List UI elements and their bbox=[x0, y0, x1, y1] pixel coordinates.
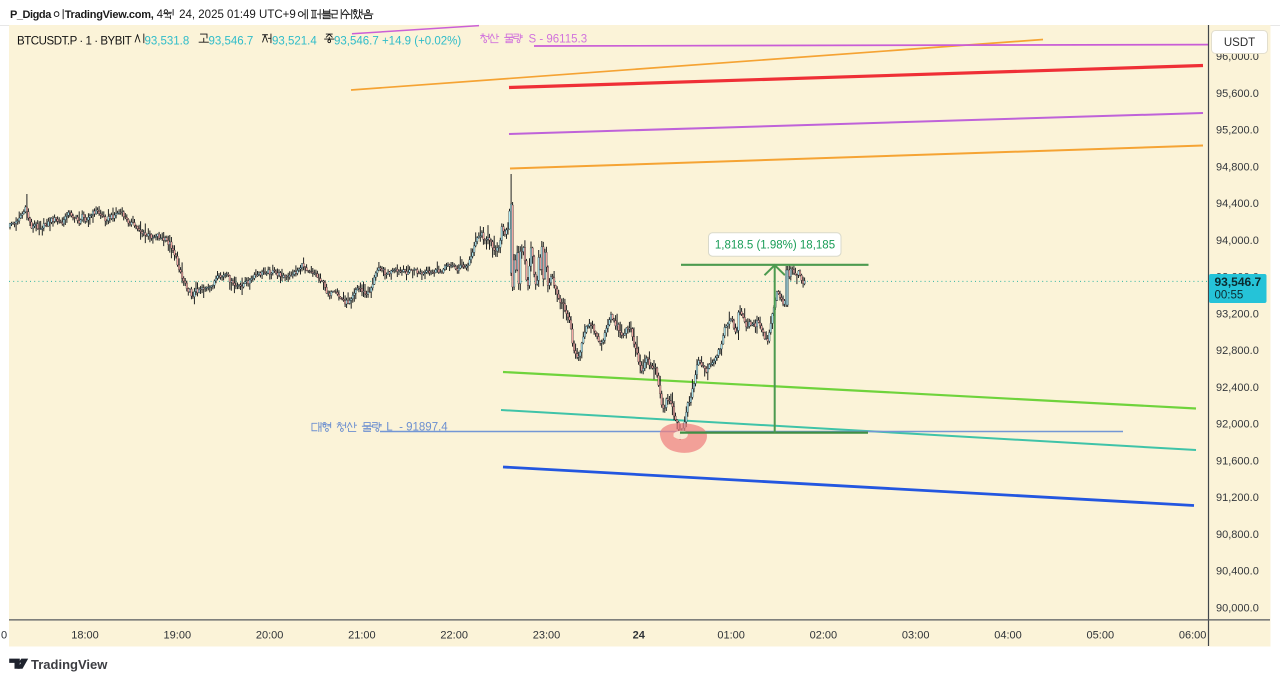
svg-text:P_Digda: P_Digda bbox=[10, 9, 52, 21]
svg-text:04:00: 04:00 bbox=[994, 630, 1022, 642]
svg-text:L - 91897.4: L - 91897.4 bbox=[386, 422, 448, 434]
svg-text:21:00: 21:00 bbox=[348, 630, 376, 642]
svg-text:TradingView.com,: TradingView.com, bbox=[65, 9, 154, 21]
svg-text:93,546.7: 93,546.7 bbox=[1215, 275, 1262, 289]
svg-text:94,000.0: 94,000.0 bbox=[1216, 235, 1259, 247]
svg-text:93,546.7: 93,546.7 bbox=[209, 36, 254, 48]
svg-text:02:00: 02:00 bbox=[810, 630, 838, 642]
svg-text:BTCUSDT.P · 1 · BYBIT: BTCUSDT.P · 1 · BYBIT bbox=[17, 36, 132, 48]
svg-text:24, 2025 01:49 UTC+9: 24, 2025 01:49 UTC+9 bbox=[179, 9, 296, 21]
svg-text:19:00: 19:00 bbox=[164, 630, 192, 642]
svg-text:1,818.5 (1.98%) 18,185: 1,818.5 (1.98%) 18,185 bbox=[715, 239, 835, 251]
svg-text:05:00: 05:00 bbox=[1087, 630, 1115, 642]
svg-text:23:00: 23:00 bbox=[533, 630, 561, 642]
svg-text:93,546.7 +14.9 (+0.02%): 93,546.7 +14.9 (+0.02%) bbox=[334, 36, 461, 48]
svg-text:92,000.0: 92,000.0 bbox=[1216, 419, 1259, 431]
svg-text:00:55: 00:55 bbox=[1215, 290, 1244, 302]
svg-text:0: 0 bbox=[1, 630, 7, 642]
svg-text:95,200.0: 95,200.0 bbox=[1216, 125, 1259, 137]
svg-text:94,800.0: 94,800.0 bbox=[1216, 161, 1259, 173]
svg-text:TradingView: TradingView bbox=[31, 657, 108, 672]
svg-text:92,800.0: 92,800.0 bbox=[1216, 345, 1259, 357]
svg-text:90,400.0: 90,400.0 bbox=[1216, 566, 1259, 578]
svg-text:01:00: 01:00 bbox=[717, 630, 745, 642]
svg-text:20:00: 20:00 bbox=[256, 630, 284, 642]
svg-text:95,600.0: 95,600.0 bbox=[1216, 88, 1259, 100]
svg-text:06:00: 06:00 bbox=[1179, 630, 1207, 642]
svg-text:91,200.0: 91,200.0 bbox=[1216, 492, 1259, 504]
svg-text:18:00: 18:00 bbox=[71, 630, 99, 642]
svg-text:03:00: 03:00 bbox=[902, 630, 930, 642]
svg-text:USDT: USDT bbox=[1224, 37, 1255, 49]
svg-text:24: 24 bbox=[633, 630, 646, 642]
svg-text:90,800.0: 90,800.0 bbox=[1216, 529, 1259, 541]
svg-text:91,600.0: 91,600.0 bbox=[1216, 455, 1259, 467]
svg-text:92,400.0: 92,400.0 bbox=[1216, 382, 1259, 394]
svg-text:93,200.0: 93,200.0 bbox=[1216, 308, 1259, 320]
svg-text:93,521.4: 93,521.4 bbox=[272, 36, 317, 48]
svg-text:S - 96115.3: S - 96115.3 bbox=[529, 34, 588, 46]
svg-text:90,000.0: 90,000.0 bbox=[1216, 602, 1259, 614]
svg-text:22:00: 22:00 bbox=[440, 630, 468, 642]
svg-text:94,400.0: 94,400.0 bbox=[1216, 198, 1259, 210]
svg-text:4: 4 bbox=[157, 9, 164, 21]
svg-text:93,531.8: 93,531.8 bbox=[145, 36, 190, 48]
